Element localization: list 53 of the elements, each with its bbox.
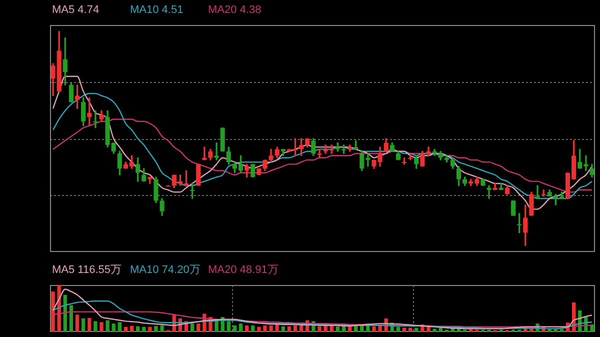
bar [154,326,158,332]
bar [372,326,376,332]
bar [402,328,406,332]
bar [100,322,104,332]
bar [275,324,279,332]
bar [69,305,74,332]
bar [408,328,412,332]
bar [160,325,164,332]
bar [130,326,134,332]
bar [287,326,292,332]
bar [438,328,442,332]
bar [142,326,146,332]
text: MA5 4.74 [52,4,100,16]
bar [318,326,322,332]
bar [396,326,400,332]
bar [263,325,267,332]
bar [63,294,67,332]
bar [590,324,594,332]
bar [226,321,230,332]
bar [336,326,340,332]
text: MA20 4.38 [208,4,262,16]
bar [238,324,243,332]
bar [348,326,352,332]
bar [118,322,122,332]
series-label: MA5 116.55万 [52,263,123,277]
bar [51,292,55,332]
text: MA20 48.91万 [208,263,280,277]
bar [81,318,86,332]
bar [94,321,98,332]
bar [112,324,116,332]
bar [75,314,80,332]
bar [244,325,249,332]
bar [293,325,298,332]
bar [299,325,304,332]
bar [269,325,273,332]
bar [342,326,346,332]
bar [257,326,261,332]
bar [324,326,328,332]
bar [414,328,418,332]
bar [124,326,128,332]
bar [251,325,255,332]
bar [88,318,92,332]
bar [148,326,152,332]
bar [432,328,436,332]
bar [232,325,237,332]
bar [106,320,110,332]
bar [196,324,200,332]
text: MA10 4.51 [130,4,184,16]
bar [136,326,140,332]
bar [190,324,194,332]
bar [281,326,285,332]
text: MA10 74.20万 [130,263,202,277]
bar [560,329,564,332]
